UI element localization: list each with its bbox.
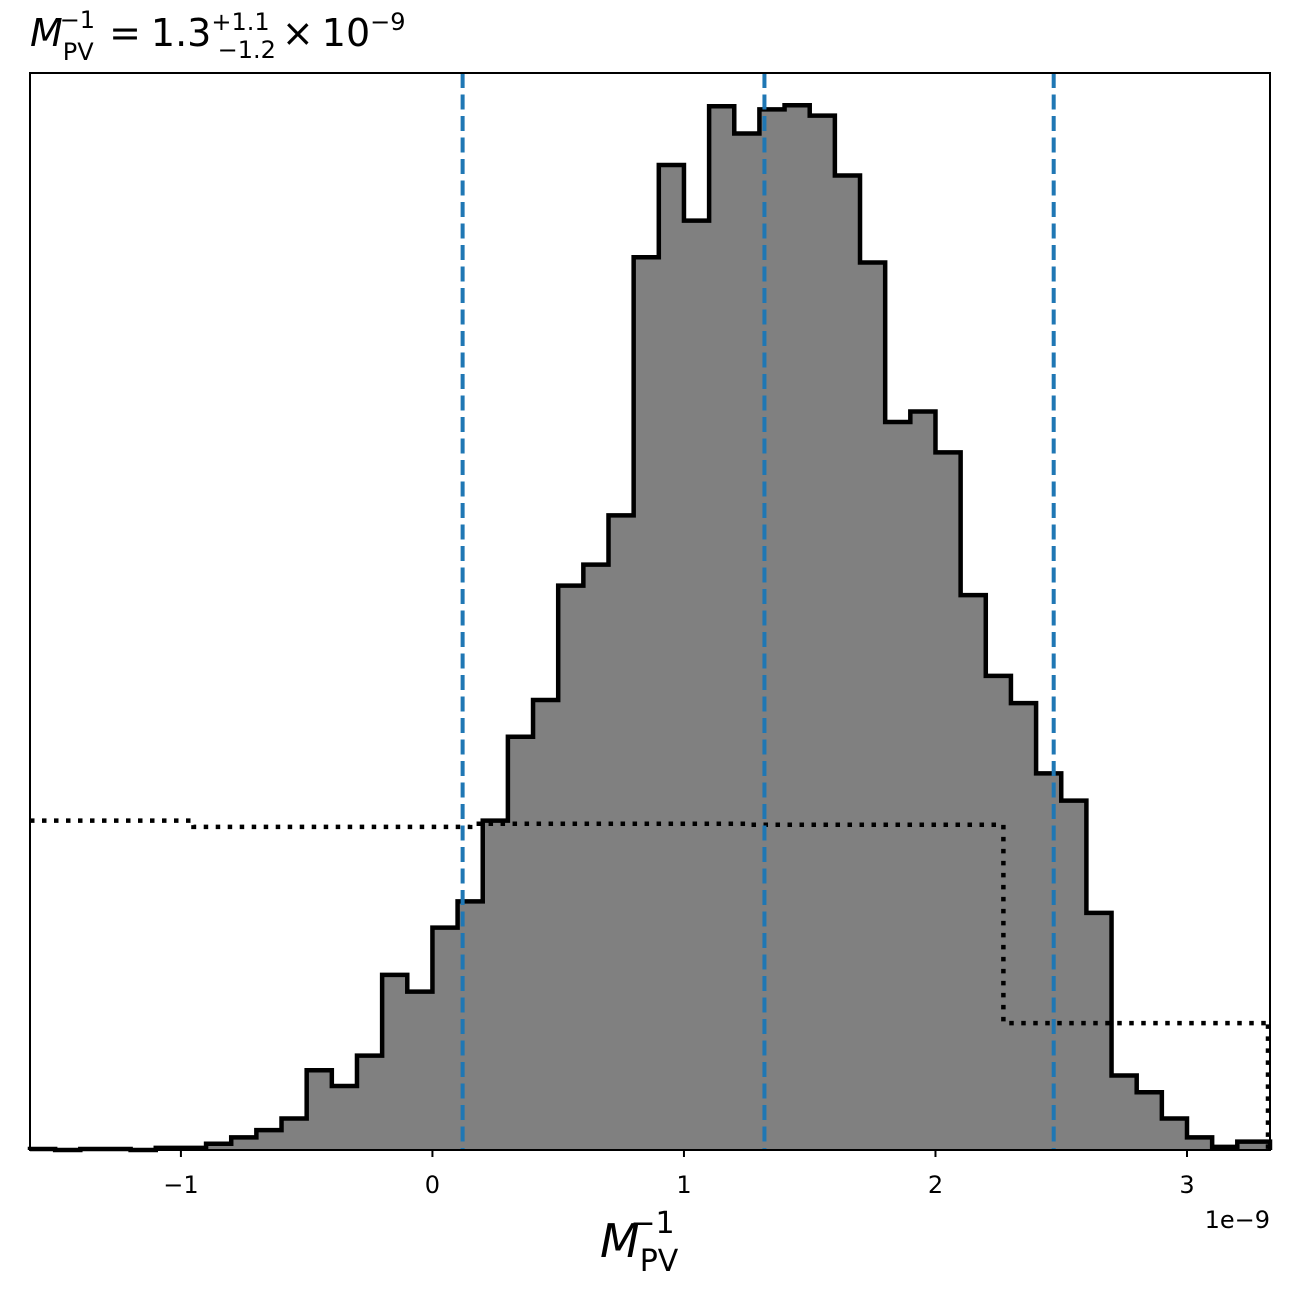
histogram-bin [357, 1056, 382, 1150]
histogram-bin [432, 928, 457, 1150]
histogram-bin [558, 586, 583, 1150]
histogram-bin [910, 412, 935, 1150]
x-tick-label: 0 [425, 1171, 440, 1199]
histogram-bin [256, 1130, 281, 1150]
histogram-bin [282, 1119, 307, 1150]
x-axis-ticks: −1 0 1 2 3 [163, 1150, 1195, 1199]
histogram-bin [885, 422, 910, 1150]
title-plus: +1.1 [211, 8, 269, 36]
histogram-bin [1162, 1119, 1187, 1150]
histogram-bin [1036, 773, 1061, 1150]
histogram-bin [1086, 913, 1111, 1150]
x-tick-label: 3 [1179, 1171, 1194, 1199]
histogram-bin [382, 975, 407, 1150]
svg-text:MPV−1: MPV−1 [600, 1206, 679, 1279]
title-symbol-sup: −1 [60, 6, 95, 34]
histogram-bin [634, 257, 659, 1150]
histogram-bin [759, 109, 784, 1150]
title-scale: 10 [322, 11, 370, 55]
histogram-bin [734, 134, 759, 1150]
histogram-bin [307, 1070, 332, 1150]
histogram-bin [935, 452, 960, 1150]
title-times: × [282, 11, 314, 55]
x-tick-label: 1 [676, 1171, 691, 1199]
histogram-bin [961, 595, 986, 1150]
histogram-bin [810, 116, 835, 1150]
xlabel-symbol: M [600, 1214, 640, 1268]
histogram-bin [1112, 1076, 1137, 1150]
title-symbol-sub: PV [63, 38, 94, 66]
x-tick-label: 2 [928, 1171, 943, 1199]
histogram-bin [1011, 703, 1036, 1150]
histogram-bin [684, 221, 709, 1150]
histogram-bin [407, 992, 432, 1150]
histogram-bin [508, 737, 533, 1150]
histogram-bin [785, 105, 810, 1150]
xlabel-sub: PV [640, 1244, 679, 1279]
xlabel-sup: −1 [630, 1206, 674, 1241]
prior-dotted-line [30, 818, 1271, 1150]
histogram-bin [860, 263, 885, 1150]
histogram-bin [835, 175, 860, 1150]
histogram-bin [659, 165, 684, 1150]
histogram-bin [533, 700, 558, 1150]
x-axis-label: MPV−1 [600, 1206, 679, 1279]
histogram-bin [1061, 801, 1086, 1150]
x-offset-label: 1e−9 [1205, 1206, 1270, 1234]
title-minus: −1.2 [218, 36, 276, 64]
histogram-bin [1137, 1092, 1162, 1150]
chart-title: MPV −1 = 1.3+1.1 −1.2 × 10−9 [30, 6, 406, 66]
histogram-bin [483, 821, 508, 1150]
histogram-bin [709, 106, 734, 1150]
title-median: 1.3 [151, 11, 211, 55]
histogram-bin [332, 1086, 357, 1150]
svg-text:MPV−1=1.3+1.1−1.2×10−9: MPV −1 = 1.3+1.1 −1.2 × 10−9 [30, 6, 406, 66]
plot-area [27, 73, 1273, 1153]
histogram-bin [986, 676, 1011, 1150]
title-equals: = [109, 11, 141, 55]
histogram-fill [30, 105, 1270, 1150]
title-symbol: M [30, 11, 63, 55]
title-scale-exp: −9 [370, 8, 405, 36]
histogram-bin [583, 565, 608, 1150]
histogram-outline [27, 102, 1273, 1153]
histogram-bin [608, 515, 633, 1150]
axes-frame [29, 72, 1271, 1151]
x-tick-label: −1 [163, 1171, 198, 1199]
